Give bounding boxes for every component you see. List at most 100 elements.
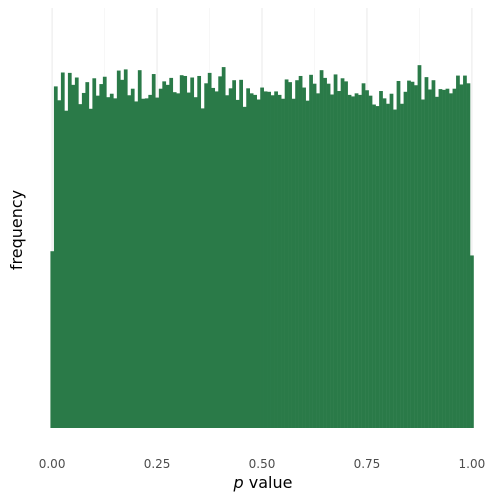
histogram-bar [386,104,390,428]
histogram-bar [400,104,404,428]
histogram-bar [148,95,152,428]
histogram-bar [397,81,401,428]
histogram-bar [113,98,117,428]
x-axis-title-italic: p [233,473,244,492]
histogram-bar [295,80,299,428]
histogram-bar [428,89,432,428]
histogram-bar [316,93,320,428]
histogram-bar [337,91,341,428]
histogram-bar [358,95,362,428]
histogram-bar [299,76,303,428]
histogram-bar [124,69,128,428]
histogram-bar [393,110,397,428]
histogram-bar [313,84,317,428]
histogram-bar [449,93,453,428]
histogram-bar [50,251,54,428]
histogram-bar [96,96,100,428]
histogram-bar [260,88,264,428]
x-tick-label: 0.25 [144,457,171,471]
histogram-bar [257,100,261,428]
histogram-bar [421,100,425,428]
histogram-bar [302,88,306,428]
histogram-bar [57,100,61,428]
histogram-bar [152,74,156,428]
histogram-bar [460,84,464,428]
histogram-bar [187,93,191,428]
histogram-bars [50,65,473,428]
histogram-bar [390,94,394,428]
histogram-bar [274,91,278,428]
histogram-bar [355,93,359,428]
histogram-bar [201,108,205,428]
histogram-bar [120,80,124,428]
histogram-bar [208,73,212,428]
y-axis-title: frequency [7,190,26,270]
histogram-bar [327,84,331,428]
histogram-bar [103,77,107,428]
histogram-bar [442,90,446,428]
x-axis-ticks: 0.00 0.25 0.50 0.75 1.00 [39,457,486,471]
histogram-bar [411,82,415,428]
histogram-bar [341,78,345,428]
histogram-bar [309,75,313,428]
histogram-bar [190,78,194,428]
histogram-bar [278,95,282,428]
histogram-bar [162,81,166,428]
histogram-bar [194,97,198,428]
histogram-bar [404,92,408,428]
histogram-bar [292,99,296,428]
histogram-bar [323,78,327,428]
histogram-bar [99,84,103,428]
histogram-bar [204,83,208,428]
histogram-bar [218,76,222,428]
histogram-bar [376,106,380,428]
histogram-bar [281,99,285,428]
histogram-bar [176,93,180,428]
histogram-bar [446,89,450,428]
histogram-bar [267,92,271,428]
histogram-bar [418,65,422,428]
x-tick-label: 1.00 [459,457,486,471]
histogram-bar [407,81,411,428]
histogram-bar [453,89,457,428]
histogram-bar [467,83,471,428]
histogram-bar [432,80,436,428]
histogram-bar [330,94,334,428]
histogram-bar [435,97,439,428]
histogram-bar [306,101,310,428]
histogram-bar [183,76,187,428]
histogram-bar [253,95,257,428]
histogram-bar [127,95,131,428]
histogram-bar [197,76,201,428]
histogram-bar [78,104,82,428]
histogram-bar [239,80,243,428]
histogram-bar [285,79,289,428]
histogram-bar [134,101,138,428]
histogram-bar [131,89,135,428]
histogram-bar [372,105,376,428]
histogram-bar [344,81,348,428]
histogram-bar [169,78,173,428]
histogram-bar [89,109,93,428]
histogram-bar [117,71,121,428]
histogram-bar [264,91,268,428]
histogram-bar [463,76,467,428]
x-tick-label: 0.50 [249,457,276,471]
histogram-bar [71,85,75,428]
histogram-bar [236,100,240,428]
x-axis-title: p value [233,473,293,492]
histogram-bar [68,73,72,428]
histogram-bar [243,107,247,428]
histogram-bar [54,86,58,428]
histogram-bar [334,74,338,428]
histogram-bar [64,111,68,428]
histogram-bar [215,91,219,428]
histogram-bar [166,85,170,428]
histogram-bar [425,77,429,428]
histogram-bar [225,95,229,428]
histogram-bar [348,95,352,428]
histogram-bar [145,98,149,428]
histogram-bar [85,82,89,428]
histogram-bar [232,80,236,428]
